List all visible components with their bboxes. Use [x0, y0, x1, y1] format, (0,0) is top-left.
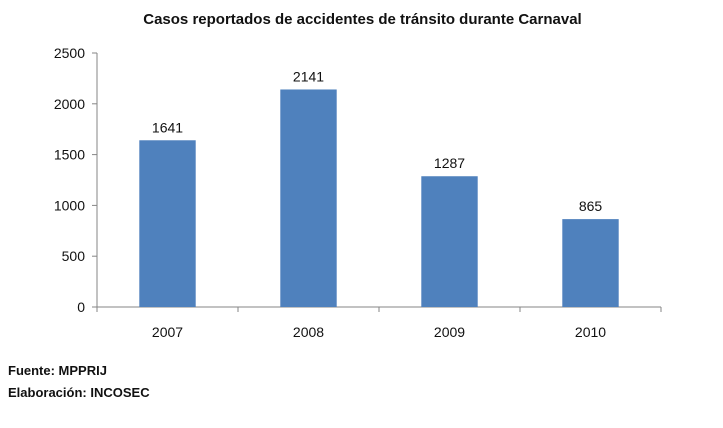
- elaboration-note: Elaboración: INCOSEC: [8, 385, 150, 400]
- data-label-2009: 1287: [434, 155, 465, 171]
- bar-2010: [562, 219, 619, 307]
- x-tick-label: 2007: [152, 324, 183, 340]
- y-tick-label: 1500: [54, 147, 85, 163]
- data-label-2010: 865: [579, 198, 603, 214]
- chart-title: Casos reportados de accidentes de tránsi…: [143, 11, 582, 28]
- y-tick-label: 0: [77, 299, 85, 315]
- x-tick-label: 2009: [434, 324, 465, 340]
- chart-frame: Casos reportados de accidentes de tránsi…: [0, 0, 723, 352]
- y-tick-label: 1000: [54, 197, 85, 213]
- x-tick-label: 2008: [293, 324, 324, 340]
- source-note: Fuente: MPPRIJ: [8, 363, 107, 378]
- data-label-2007: 1641: [152, 119, 183, 135]
- bar-2009: [421, 176, 478, 307]
- data-label-2008: 2141: [293, 68, 324, 84]
- bar-2008: [280, 89, 337, 308]
- bar-chart: 0 500 1000 1500 2000 2500 1641 2007 2141 2008 1287…: [54, 45, 662, 340]
- y-tick-label: 2500: [54, 45, 85, 61]
- y-tick-label: 500: [62, 248, 86, 264]
- bar-2007: [139, 140, 196, 307]
- x-tick-label: 2010: [575, 324, 606, 340]
- y-tick-label: 2000: [54, 96, 85, 112]
